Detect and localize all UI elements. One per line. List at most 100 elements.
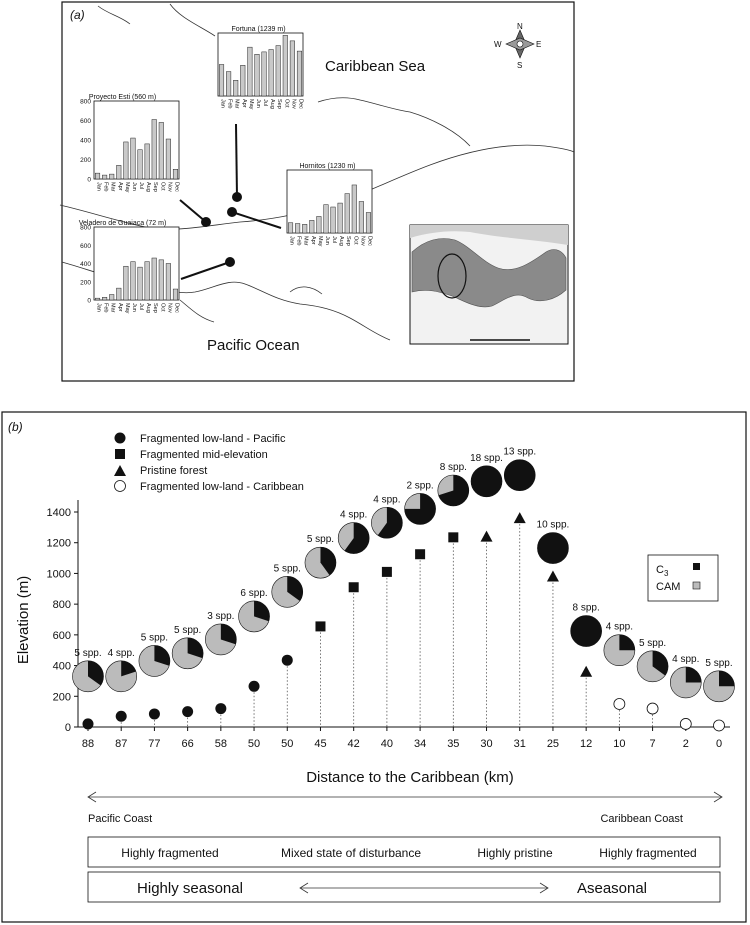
species-pie: 4 spp.	[603, 622, 636, 667]
locator-ellipse	[437, 253, 467, 299]
pie-slice-c3	[320, 547, 336, 576]
site-marker-pristine	[513, 512, 526, 524]
inset-bar	[116, 287, 122, 301]
species-pie: 5 spp.	[703, 658, 735, 703]
inset-month-label: Jan	[96, 303, 102, 312]
inset-month-label: Feb	[227, 99, 233, 108]
disturbance-box	[87, 836, 721, 868]
inset-bar	[323, 204, 329, 234]
seasonality-arrow-left-icon	[299, 882, 309, 894]
inset-bar	[109, 294, 115, 301]
pacific-coast-label: Pacific Coast	[88, 813, 152, 825]
inset-bar	[109, 173, 115, 180]
inset-bar	[295, 223, 301, 234]
species-pie: 4 spp.	[669, 654, 702, 699]
legend-marker-square	[115, 449, 125, 459]
pie-base	[503, 459, 536, 491]
inset-month-label: Nov	[166, 303, 172, 313]
seasonality-arrow-right-icon	[539, 882, 549, 894]
pie-legend-c3-swatch	[693, 563, 700, 570]
compass-s: S	[517, 61, 522, 70]
inset-month-label: Jun	[131, 182, 137, 191]
inset-month-label: Feb	[103, 182, 109, 191]
inset-title: Fortuna (1239 m)	[231, 26, 285, 33]
inset-plot-frame	[93, 100, 180, 180]
x-tick-label: 42	[348, 738, 360, 750]
pie-slice-c3	[619, 634, 635, 651]
site-marker-caribbean	[713, 719, 725, 732]
y-tick-label: 1000	[47, 568, 71, 580]
pie-legend-cam-swatch	[692, 581, 701, 590]
species-pie: 5 spp.	[304, 534, 337, 579]
species-pie: 8 spp.	[437, 462, 470, 507]
site-marker-caribbean	[679, 718, 692, 730]
pie-slice-c3	[719, 670, 735, 687]
inset-month-label: May	[317, 236, 323, 247]
inset-bar	[254, 54, 260, 97]
site-marker-pacific	[115, 710, 127, 722]
site-marker-pristine	[580, 665, 593, 677]
y-tick-label: 400	[53, 661, 71, 673]
species-pie: 4 spp.	[105, 648, 138, 693]
pie-species-label: 18 spp.	[470, 453, 503, 464]
pie-slice-c3	[121, 660, 136, 677]
pie-species-label: 4 spp.	[108, 648, 135, 659]
inset-month-label: Jun	[255, 99, 261, 108]
inset-bar	[358, 201, 364, 234]
inset-tick-label: 200	[80, 279, 91, 286]
species-pie: 5 spp.	[271, 563, 304, 608]
inset-bar	[219, 64, 225, 97]
legend-label-mid: Fragmented mid-elevation	[140, 449, 268, 461]
x-tick-label: 45	[314, 738, 326, 750]
site-dot-esti	[201, 217, 211, 227]
inset-bar	[144, 261, 150, 301]
inset-month-label: Sep	[345, 236, 351, 246]
inset-bar	[95, 172, 101, 180]
inset-bar	[102, 174, 108, 180]
pie-species-label: 6 spp.	[240, 588, 267, 599]
pie-slice-c3	[154, 645, 170, 666]
inset-bar	[365, 212, 371, 234]
x-tick-label: 25	[547, 738, 559, 750]
x-tick-label: 88	[82, 738, 94, 750]
site-marker-mid	[348, 582, 359, 593]
x-axis-label: Distance to the Caribbean (km)	[306, 769, 514, 786]
legend: Fragmented low-land - Pacific Fragmented…	[114, 432, 304, 493]
inset-bar	[275, 45, 281, 97]
inset-tick-label: 600	[80, 243, 91, 250]
inset-bar	[172, 288, 178, 301]
x-tick-label: 2	[683, 738, 689, 750]
inset-bar	[116, 165, 122, 180]
y-tick-label: 600	[53, 630, 71, 642]
panel-a-label: (a)	[70, 8, 85, 22]
pie-slice-c3	[377, 507, 403, 539]
pie-species-label: 5 spp.	[141, 632, 168, 643]
pie-slice-c3	[344, 522, 370, 554]
site-marker-pristine	[480, 530, 493, 542]
x-tick-label: 66	[182, 738, 194, 750]
inset-bar	[351, 184, 357, 234]
species-pie: 18 spp.	[470, 453, 503, 498]
pie-species-label: 5 spp.	[307, 534, 334, 545]
inset-bar	[95, 297, 101, 301]
inset-tick-label: 0	[87, 177, 91, 184]
pie-species-label: 2 spp.	[406, 480, 433, 491]
site-marker-mid	[381, 566, 392, 577]
x-tick-label: 50	[281, 738, 293, 750]
inset-month-label: Mar	[110, 182, 116, 192]
inset-bar	[226, 71, 232, 97]
inset-month-label: Apr	[310, 236, 316, 245]
inset-bar	[288, 222, 294, 234]
panel-b: (b) Fragmented low-land - Pacific Fragme…	[1, 411, 747, 923]
site-marker-caribbean	[646, 702, 659, 715]
inset-month-label: Mar	[303, 236, 309, 246]
legend-marker-circle-open	[114, 480, 126, 492]
disturbance-label-4: Highly fragmented	[599, 846, 696, 860]
connector-veladero	[180, 261, 231, 280]
inset-month-label: Oct	[283, 99, 289, 108]
inset-tick-label: 0	[87, 298, 91, 305]
inset-bar	[158, 259, 164, 301]
inset-bar	[151, 119, 157, 180]
coastline-bays	[179, 286, 323, 323]
site-marker-mid	[448, 532, 459, 543]
